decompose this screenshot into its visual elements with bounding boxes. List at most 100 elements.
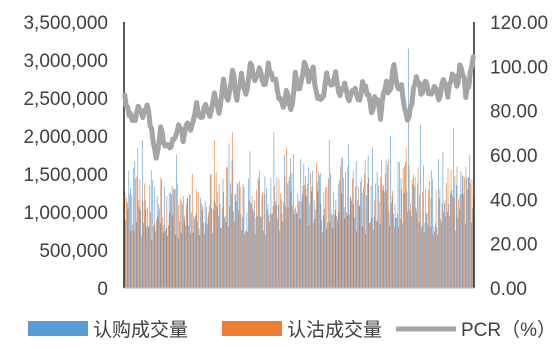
call-volume-bar — [402, 223, 403, 288]
call-volume-bar — [313, 200, 315, 288]
put-volume-bar — [292, 205, 293, 288]
put-volume-bar — [197, 192, 199, 288]
call-volume-bar — [388, 211, 390, 288]
call-volume-bar — [343, 207, 345, 288]
call-volume-bar — [261, 195, 263, 288]
put-volume-bar — [462, 175, 464, 288]
put-volume-bar — [380, 177, 382, 288]
call-volume-bar — [213, 200, 215, 288]
put-volume-bar — [419, 194, 420, 288]
put-volume-bar — [374, 200, 376, 288]
call-volume-bar — [201, 209, 203, 288]
call-volume-bar — [435, 223, 436, 288]
call-volume-bar — [269, 222, 270, 288]
call-volume-bar — [321, 220, 323, 288]
legend-item: 认购成交量 — [28, 319, 188, 341]
put-volume-bar — [187, 198, 189, 288]
call-volume-bar — [307, 167, 309, 288]
call-volume-bar — [150, 170, 152, 288]
put-volume-bar — [139, 179, 141, 288]
call-volume-bar — [270, 177, 272, 288]
put-volume-bar — [362, 226, 364, 288]
put-volume-bar — [159, 208, 160, 288]
call-volume-bar — [254, 199, 255, 288]
call-volume-bar — [454, 176, 456, 288]
pcr-line — [122, 54, 476, 161]
call-volume-bar — [405, 161, 406, 288]
put-volume-bar — [446, 183, 447, 288]
call-volume-bar — [173, 189, 174, 288]
call-volume-bar — [164, 186, 166, 288]
call-volume-bar — [296, 211, 297, 288]
call-volume-bar — [234, 194, 236, 288]
put-volume-bar — [162, 217, 163, 288]
call-volume-bar — [330, 173, 332, 288]
call-volume-bar — [293, 154, 294, 288]
put-volume-bar — [250, 202, 251, 288]
put-volume-bar — [239, 186, 241, 288]
put-volume-bar — [217, 191, 218, 288]
call-volume-bar — [450, 193, 451, 288]
put-volume-bar — [199, 235, 201, 288]
put-volume-bar — [447, 167, 449, 288]
put-volume-bar — [278, 179, 280, 288]
put-volume-bar — [347, 166, 349, 288]
put-volume-bar — [224, 215, 226, 288]
put-volume-bar — [132, 224, 133, 288]
put-volume-bar — [319, 175, 320, 288]
call-volume-bar — [279, 230, 281, 288]
put-volume-bar — [323, 192, 325, 288]
call-volume-bar — [231, 160, 233, 288]
put-volume-bar — [395, 218, 396, 288]
call-volume-bar — [258, 180, 260, 288]
put-volume-bar — [259, 170, 260, 288]
call-volume-bar — [424, 222, 426, 288]
put-volume-bar — [310, 173, 311, 288]
call-volume-bar — [324, 208, 326, 288]
put-volume-bar — [408, 165, 410, 288]
put-volume-bar — [169, 212, 171, 288]
put-volume-bar — [298, 201, 299, 288]
call-volume-bar — [433, 226, 435, 288]
call-volume-bar — [430, 198, 432, 288]
put-volume-bar — [348, 214, 350, 288]
put-volume-bar — [175, 234, 177, 288]
put-volume-bar — [168, 225, 169, 288]
put-volume-bar — [235, 193, 236, 288]
call-volume-bar — [438, 158, 439, 288]
pcr-line-layer — [122, 54, 476, 161]
put-volume-bar — [181, 201, 183, 288]
call-volume-bar — [227, 167, 228, 288]
put-volume-bar — [214, 139, 215, 288]
put-volume-bar — [220, 227, 221, 288]
call-volume-bar — [318, 171, 320, 288]
call-volume-bar — [171, 185, 173, 288]
put-volume-bar — [281, 212, 283, 288]
put-volume-bar — [172, 215, 174, 288]
put-volume-bar — [170, 194, 172, 288]
call-volume-bar — [459, 208, 460, 288]
call-volume-bar — [442, 152, 444, 288]
right-tick-label: 0.00 — [490, 279, 527, 300]
put-volume-bar — [459, 194, 461, 288]
put-volume-bar — [191, 174, 193, 288]
call-volume-bar — [325, 228, 327, 288]
put-volume-bars — [124, 132, 474, 288]
call-volume-bar — [322, 215, 324, 288]
call-volume-bar — [429, 180, 430, 288]
call-volume-bar — [207, 216, 209, 288]
put-volume-bar — [129, 194, 130, 288]
put-volume-bar — [251, 195, 253, 288]
put-volume-bar — [467, 189, 468, 288]
call-volume-bar — [312, 170, 314, 288]
legend-item: PCR（%） — [396, 319, 556, 341]
put-volume-bar — [422, 192, 423, 288]
call-volume-bar — [472, 208, 474, 288]
call-volume-bar — [221, 227, 222, 288]
call-volume-bar — [146, 227, 148, 288]
put-volume-bar — [449, 216, 450, 288]
call-volume-bar — [182, 204, 183, 288]
call-volume-bar — [349, 198, 351, 288]
put-volume-bar — [416, 211, 417, 288]
